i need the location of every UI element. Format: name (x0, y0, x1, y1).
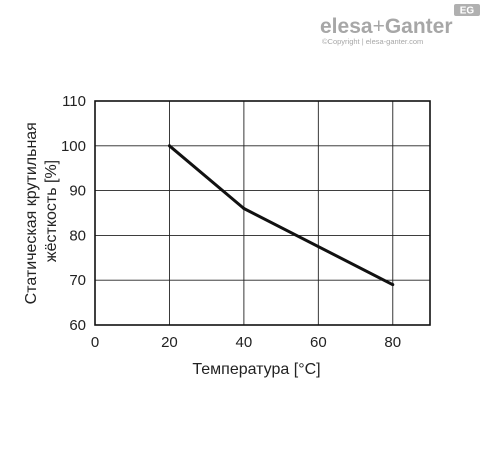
y-tick-label: 110 (62, 93, 86, 110)
data-point (391, 283, 395, 287)
x-tick-label: 60 (310, 334, 327, 351)
y-tick-label: 70 (69, 272, 86, 289)
data-point (167, 144, 171, 148)
logo-plus: + (373, 15, 385, 38)
elesa-ganter-logo: EG elesa+Ganter ©Copyright | elesa-gante… (318, 4, 484, 50)
series-line (168, 144, 394, 287)
plot-frame (94, 100, 431, 326)
series-group (167, 144, 395, 287)
y-axis-title: Статическая крутильная жёсткость [%] (23, 118, 60, 305)
x-axis-title: Температура [°C] (192, 361, 320, 378)
copyright-text: ©Copyright | elesa-ganter.com (322, 37, 423, 46)
y-tick-label: 80 (69, 227, 86, 244)
logo-text: elesa+Ganter (320, 15, 453, 38)
grid (95, 101, 430, 325)
y-axis-title-line-2: жёсткость [%] (43, 160, 60, 262)
y-axis-title-line-1: Статическая крутильная (23, 122, 40, 304)
logo-elesa: elesa (320, 15, 373, 38)
y-tick-label: 100 (61, 138, 86, 155)
x-tick-label: 40 (236, 334, 253, 351)
eg-badge-text: EG (460, 6, 475, 17)
logo-ganter: Ganter (385, 15, 453, 38)
y-tick-labels: 60 70 80 90 100 110 (61, 93, 86, 334)
data-point (242, 207, 246, 211)
x-tick-label: 80 (384, 334, 401, 351)
y-tick-label: 90 (69, 183, 86, 200)
x-tick-label: 20 (161, 334, 178, 351)
x-tick-labels: 0 20 40 60 80 (91, 334, 401, 351)
x-tick-label: 0 (91, 334, 99, 351)
eg-badge: EG (454, 4, 480, 17)
y-tick-label: 60 (69, 317, 86, 334)
